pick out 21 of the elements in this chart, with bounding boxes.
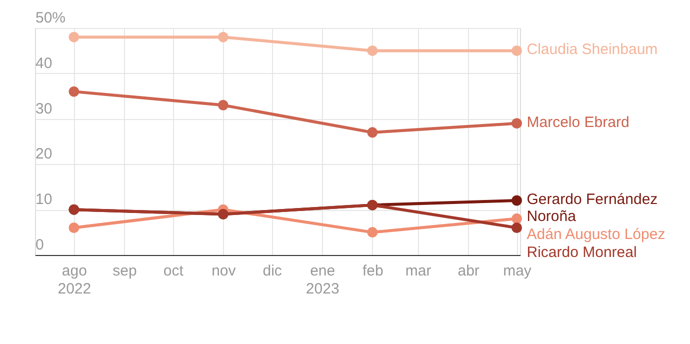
series-label: Gerardo Fernández Noroña xyxy=(526,191,658,226)
x-tick-label: dic xyxy=(262,262,282,280)
x-tick-label: oct xyxy=(163,262,184,280)
x-tick-label: ago 2022 xyxy=(58,262,92,298)
x-tick-label: ene 2023 xyxy=(306,262,340,298)
x-tick-label: may xyxy=(503,262,532,280)
y-tick-label: 40 xyxy=(36,54,52,72)
y-tick-label: 50% xyxy=(36,10,66,26)
y-tick-label: 0 xyxy=(36,236,44,254)
x-tick-label: mar xyxy=(405,262,432,280)
y-tick-label: 30 xyxy=(36,100,52,118)
series-label: Marcelo Ebrard xyxy=(526,114,630,131)
series-label: Adán Augusto López xyxy=(526,226,666,244)
y-tick-label: 10 xyxy=(36,191,52,208)
y-tick-label: 20 xyxy=(36,146,52,163)
x-tick-label: nov xyxy=(212,262,236,280)
series-label: Claudia Sheinbaum xyxy=(526,41,658,58)
series-label: Ricardo Monreal xyxy=(526,244,637,262)
x-tick-label: abr xyxy=(458,262,480,280)
x-tick-label: sep xyxy=(112,262,137,280)
x-tick-label: feb xyxy=(362,262,384,280)
